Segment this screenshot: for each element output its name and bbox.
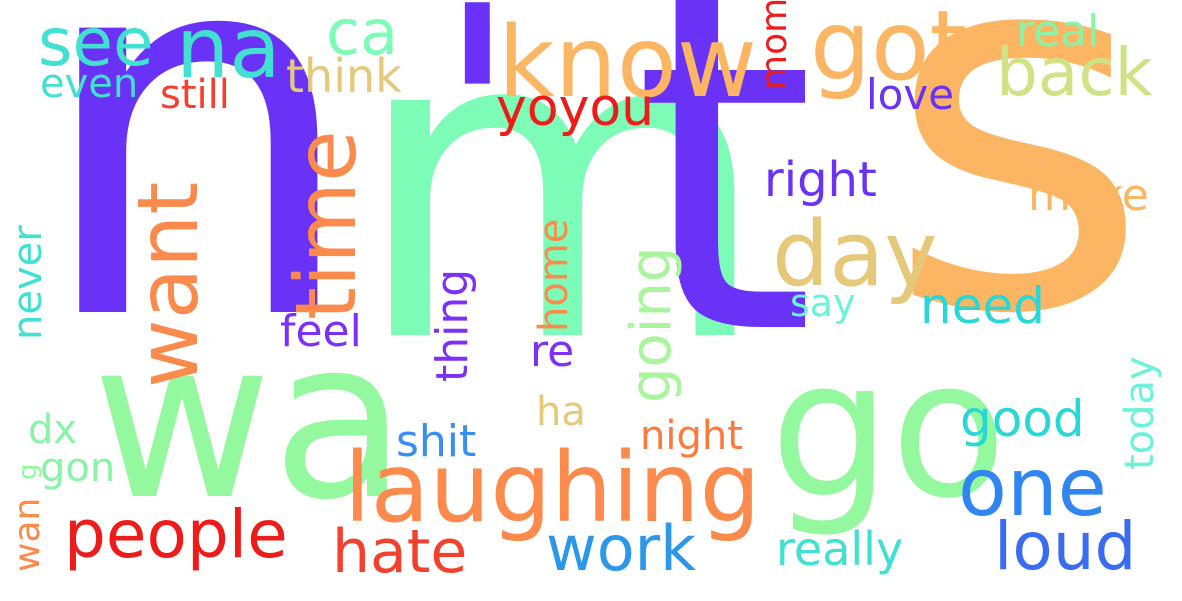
- word-ca: ca: [326, 0, 399, 69]
- word-gon: gon: [40, 445, 116, 491]
- word-dx: dx: [28, 407, 78, 453]
- word-shit: shit: [396, 416, 477, 467]
- word-work: work: [546, 512, 697, 585]
- word-going: going: [619, 246, 684, 403]
- word-want: want: [119, 181, 217, 388]
- word-re: re: [530, 326, 575, 377]
- word-day: day: [772, 202, 938, 307]
- word-need: need: [920, 277, 1045, 335]
- word-still: still: [160, 72, 230, 118]
- word-back: back: [996, 34, 1153, 111]
- word-mom: mom: [754, 0, 795, 90]
- word-n: n: [32, 0, 362, 435]
- word-even: even: [40, 61, 139, 107]
- word-ha: ha: [536, 389, 586, 435]
- word-g: g: [13, 463, 43, 480]
- word-m: m: [352, 0, 771, 437]
- word-go: go: [770, 319, 1007, 540]
- word-na: na: [176, 0, 281, 97]
- word-yoyou: yoyou: [496, 78, 655, 138]
- word-thing: thing: [427, 268, 478, 382]
- word-t: t: [632, 0, 817, 438]
- word-home: home: [531, 218, 577, 332]
- word-one: one: [958, 441, 1107, 534]
- word-really: really: [776, 522, 904, 576]
- word-night: night: [640, 413, 743, 459]
- word-see: see: [38, 4, 154, 81]
- word-hate: hate: [332, 517, 468, 587]
- word-say: say: [790, 281, 856, 325]
- word-know: know: [498, 6, 757, 120]
- word-feel: feel: [280, 306, 362, 357]
- word-never: never: [5, 225, 51, 340]
- word-apostrophe: ': [436, 0, 519, 292]
- word-loud: loud: [994, 508, 1137, 585]
- word-people: people: [64, 496, 288, 573]
- word-real: real: [1016, 6, 1100, 57]
- word-got: got: [810, 0, 968, 102]
- word-s: s: [885, 0, 1151, 426]
- word-wan: wan: [7, 497, 48, 572]
- word-time: time: [277, 130, 375, 320]
- word-love: love: [866, 70, 955, 119]
- word-today: today: [1117, 356, 1163, 470]
- word-make: make: [1028, 170, 1149, 221]
- word-laughing: laughing: [344, 432, 761, 544]
- word-think: think: [286, 49, 402, 103]
- word-wa: wa: [92, 292, 407, 548]
- word-right: right: [764, 152, 877, 208]
- word-good: good: [960, 390, 1085, 448]
